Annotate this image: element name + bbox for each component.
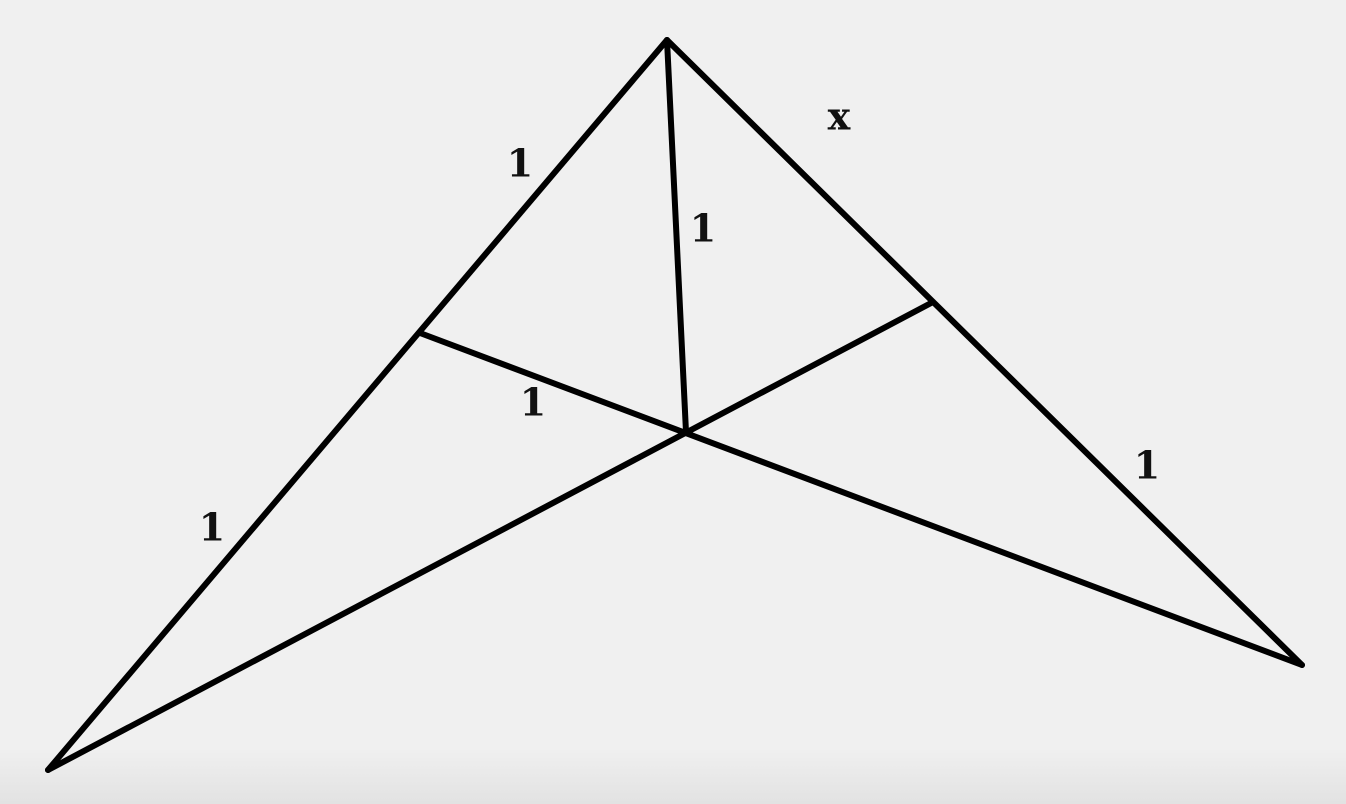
segment-apex-to-bottom-left [45, 37, 670, 773]
svg-text:x: x [828, 94, 851, 139]
svg-text:1: 1 [1134, 443, 1160, 488]
segment-bottom-left-to-right-point [45, 299, 936, 773]
label-center-vertical: 1 [690, 206, 716, 251]
svg-text:1: 1 [690, 206, 716, 251]
svg-text:1: 1 [199, 505, 225, 550]
label-right-lower: 1 [1134, 443, 1160, 488]
segment-apex-to-bottom-right [664, 37, 1305, 668]
label-inner-segment: 1 [520, 380, 546, 425]
label-left-upper: 1 [507, 141, 533, 186]
svg-text:1: 1 [507, 141, 533, 186]
segment-apex-to-center [664, 37, 689, 435]
segment-left-point-to-bottom-right [417, 330, 1305, 668]
label-left-lower: 1 [199, 505, 225, 550]
label-right-upper: x [828, 94, 851, 139]
svg-text:1: 1 [520, 380, 546, 425]
